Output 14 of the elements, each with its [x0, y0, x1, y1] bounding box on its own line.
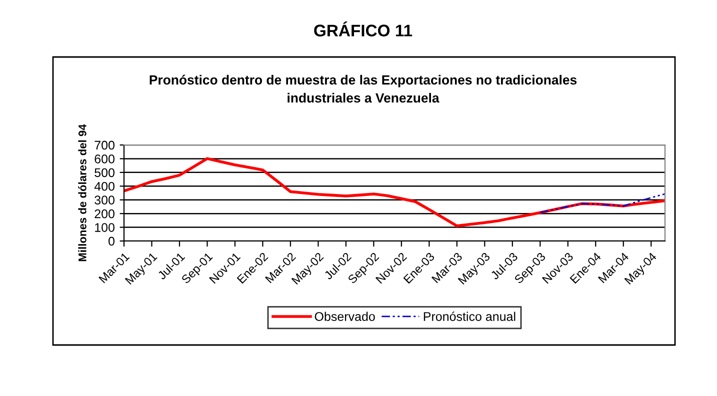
line-series — [539, 193, 665, 214]
y-tick-label: 700 — [94, 140, 114, 150]
legend-label: Pronóstico anual — [424, 312, 516, 321]
y-tick-label: 100 — [95, 223, 114, 232]
chart-title: GRÁFICO 11 — [314, 22, 412, 36]
y-tick-label: 600 — [94, 154, 114, 164]
y-axis-title: Millones de dólares del 94 — [78, 124, 86, 262]
chart-subtitle: Pronóstico dentro de muestra de las Exportaciones no tradicionales industriales a Venezuela — [150, 74, 577, 103]
y-tick-label: 400 — [94, 182, 114, 191]
y-tick-label: 0 — [108, 236, 114, 246]
legend-label: Observado — [314, 312, 375, 321]
y-tick-label: 500 — [94, 168, 114, 178]
y-tick-label: 300 — [94, 196, 114, 205]
y-tick-label: 200 — [94, 209, 114, 218]
